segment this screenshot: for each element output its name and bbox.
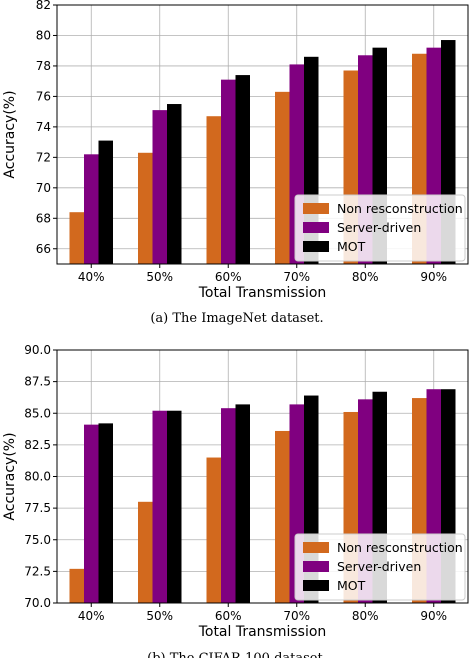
bar xyxy=(167,410,182,603)
bar xyxy=(98,423,113,603)
x-tick-label: 60% xyxy=(215,609,242,623)
y-tick-label: 87.5 xyxy=(24,375,51,389)
y-tick-label: 68 xyxy=(36,211,51,225)
bar xyxy=(221,408,236,603)
y-tick-label: 72 xyxy=(36,150,51,164)
bar xyxy=(206,116,221,264)
x-tick-label: 90% xyxy=(420,270,447,284)
y-tick-label: 80 xyxy=(36,28,51,42)
y-tick-label: 82 xyxy=(36,0,51,12)
x-tick-label: 80% xyxy=(352,609,379,623)
y-tick-label: 66 xyxy=(36,242,51,256)
bar xyxy=(275,430,290,603)
legend: Non resconstruction Server-driven MOT xyxy=(294,533,466,601)
x-tick-label: 50% xyxy=(146,609,173,623)
bar xyxy=(235,75,250,264)
legend-box xyxy=(294,533,466,601)
y-tick-label: 70 xyxy=(36,181,51,195)
bar xyxy=(69,212,84,264)
legend-swatch xyxy=(303,580,329,591)
x-tick-label: 80% xyxy=(352,270,379,284)
bar xyxy=(69,568,84,603)
x-tick-label: 60% xyxy=(215,270,242,284)
x-axis-label: Total Transmission xyxy=(198,285,327,301)
y-tick-label: 80.0 xyxy=(24,470,51,484)
x-tick-label: 40% xyxy=(78,609,105,623)
bar xyxy=(84,424,99,603)
bar xyxy=(275,91,290,264)
y-tick-label: 85.0 xyxy=(24,406,51,420)
y-tick-label: 90.0 xyxy=(24,343,51,357)
bar xyxy=(138,501,153,603)
chart-imagenet: 66 68 70 72 74 76 78 80 82 40% 50% 60% 70% 80% 90% Tota… xyxy=(2,0,469,326)
legend-swatch xyxy=(303,222,329,233)
legend-swatch xyxy=(303,203,329,214)
legend-label: Server-driven xyxy=(337,559,421,574)
legend-swatch xyxy=(303,542,329,553)
legend-label: MOT xyxy=(337,239,366,254)
x-tick-label: 70% xyxy=(283,609,310,623)
bar xyxy=(235,404,250,603)
x-tick-label: 50% xyxy=(146,270,173,284)
legend-label: MOT xyxy=(337,578,366,593)
plot-frame xyxy=(56,4,469,265)
bar xyxy=(221,79,236,264)
bar xyxy=(206,457,221,603)
y-tick-label: 77.5 xyxy=(24,501,51,515)
legend-box xyxy=(294,194,466,262)
figure-caption: (b) The CIFAR-100 dataset. xyxy=(147,651,327,658)
y-axis-label: Accuracy(%) xyxy=(2,432,18,520)
bar xyxy=(98,140,113,264)
y-tick-label: 74 xyxy=(36,120,51,134)
legend-swatch xyxy=(303,241,329,252)
legend: Non resconstruction Server-driven MOT xyxy=(294,194,466,262)
figure-caption: (a) The ImageNet dataset. xyxy=(150,311,323,326)
bar xyxy=(138,152,153,264)
y-axis-label: Accuracy(%) xyxy=(2,90,18,178)
y-tick-label: 76 xyxy=(36,89,51,103)
y-tick-label: 78 xyxy=(36,59,51,73)
y-tick-label: 75.0 xyxy=(24,533,51,547)
x-tick-label: 70% xyxy=(283,270,310,284)
x-tick-label: 40% xyxy=(78,270,105,284)
bar xyxy=(152,110,167,264)
x-tick-label: 90% xyxy=(420,609,447,623)
bar xyxy=(167,104,182,264)
y-tick-label: 70.0 xyxy=(24,596,51,610)
chart-cifar100: 70.0 72.5 75.0 77.5 80.0 82.5 85.0 87.5 90.0 40% 5… xyxy=(2,343,469,658)
legend-swatch xyxy=(303,561,329,572)
bar xyxy=(84,154,99,264)
bar xyxy=(152,410,167,603)
legend-label: Non resconstruction xyxy=(337,201,463,216)
legend-label: Non resconstruction xyxy=(337,540,463,555)
y-tick-label: 72.5 xyxy=(24,564,51,578)
legend-label: Server-driven xyxy=(337,220,421,235)
y-tick-label: 82.5 xyxy=(24,438,51,452)
x-axis-label: Total Transmission xyxy=(198,624,327,640)
